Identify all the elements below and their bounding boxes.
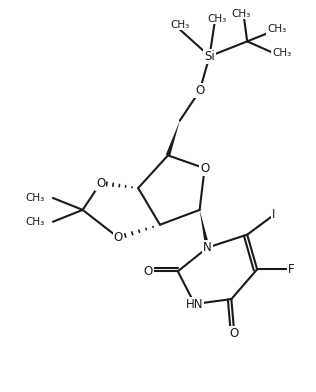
- Text: F: F: [288, 263, 294, 276]
- Text: O: O: [143, 265, 153, 278]
- Text: CH₃: CH₃: [26, 217, 45, 227]
- Text: I: I: [272, 208, 276, 221]
- Text: O: O: [230, 327, 239, 340]
- Polygon shape: [166, 121, 180, 156]
- Text: N: N: [203, 241, 212, 254]
- Text: CH₃: CH₃: [26, 193, 45, 203]
- Text: CH₃: CH₃: [208, 14, 227, 24]
- Text: O: O: [200, 162, 209, 175]
- Text: CH₃: CH₃: [170, 20, 189, 29]
- Text: O: O: [96, 177, 105, 190]
- Text: O: O: [195, 84, 204, 98]
- Text: HN: HN: [186, 298, 204, 310]
- Text: CH₃: CH₃: [232, 9, 251, 18]
- Text: O: O: [114, 231, 123, 244]
- Polygon shape: [200, 210, 210, 248]
- Text: CH₃: CH₃: [272, 48, 292, 58]
- Text: Si: Si: [204, 50, 215, 63]
- Text: CH₃: CH₃: [267, 24, 287, 34]
